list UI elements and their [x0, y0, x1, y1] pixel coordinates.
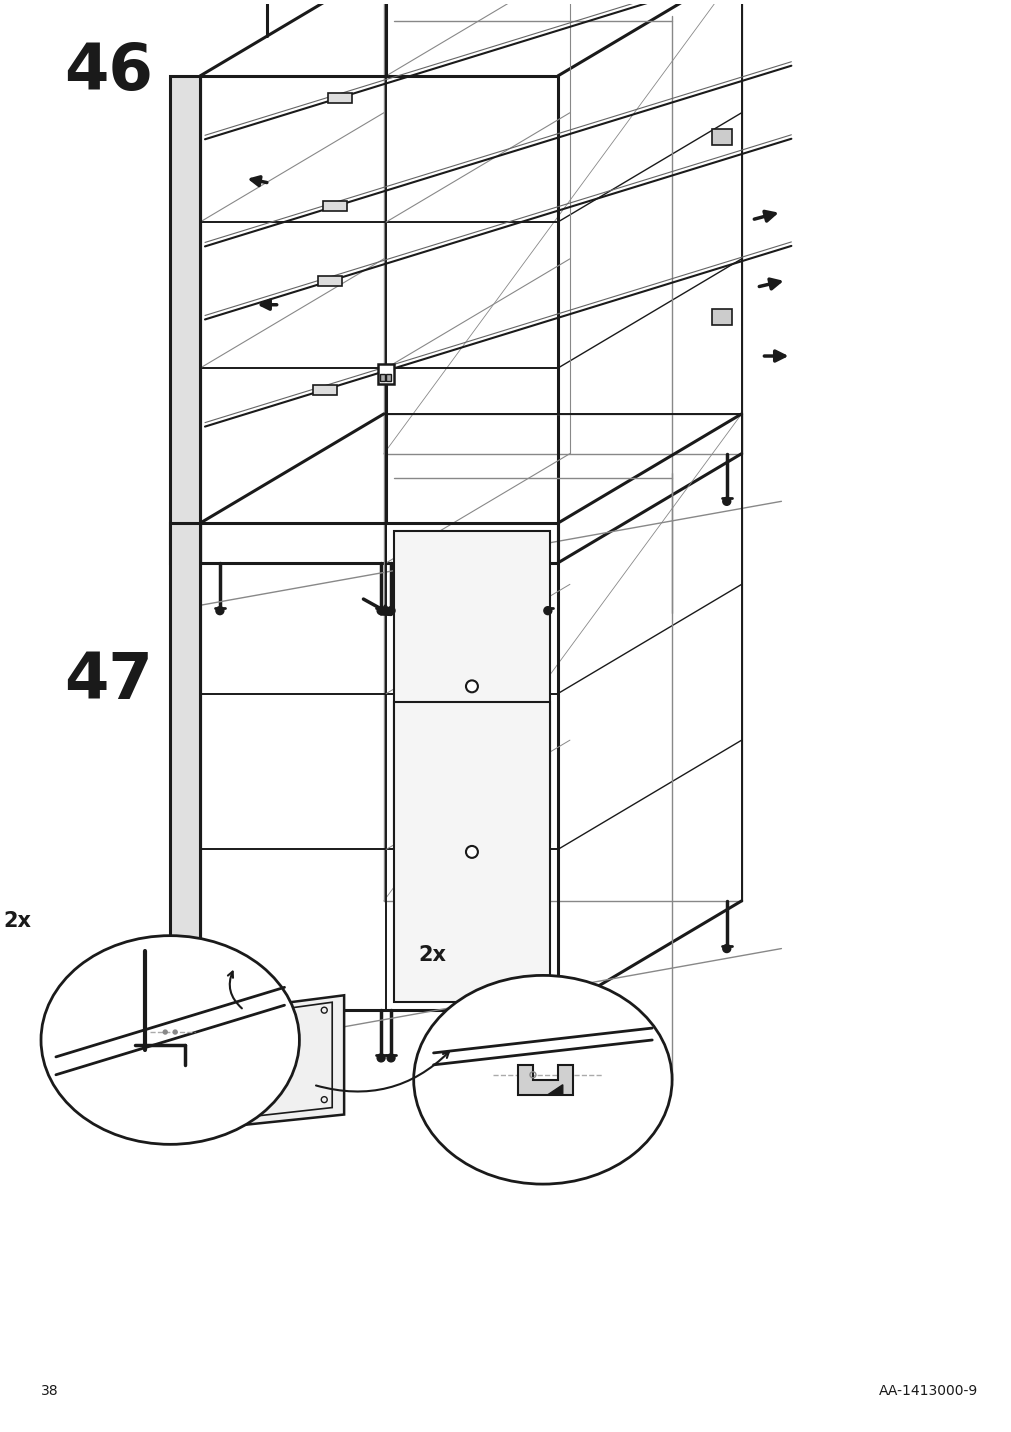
- Polygon shape: [170, 523, 200, 1010]
- Circle shape: [215, 1054, 223, 1063]
- Ellipse shape: [41, 935, 299, 1144]
- Circle shape: [173, 1030, 177, 1034]
- Text: 46: 46: [64, 42, 153, 103]
- Circle shape: [465, 846, 477, 858]
- Circle shape: [722, 497, 730, 505]
- Polygon shape: [547, 1084, 562, 1094]
- Polygon shape: [170, 76, 200, 563]
- FancyBboxPatch shape: [378, 364, 393, 384]
- FancyBboxPatch shape: [385, 374, 390, 381]
- Circle shape: [377, 1054, 385, 1063]
- Text: 38: 38: [41, 1383, 59, 1398]
- Text: AA-1413000-9: AA-1413000-9: [879, 1383, 978, 1398]
- FancyBboxPatch shape: [393, 531, 549, 842]
- FancyBboxPatch shape: [323, 202, 347, 212]
- Circle shape: [215, 607, 223, 614]
- Circle shape: [163, 1030, 167, 1034]
- Circle shape: [386, 607, 394, 614]
- FancyBboxPatch shape: [711, 309, 731, 325]
- Polygon shape: [518, 1065, 572, 1094]
- FancyBboxPatch shape: [711, 129, 731, 145]
- FancyBboxPatch shape: [393, 702, 549, 1002]
- Circle shape: [543, 1054, 551, 1063]
- Text: 2x: 2x: [3, 911, 31, 931]
- FancyBboxPatch shape: [313, 385, 337, 394]
- Circle shape: [270, 1054, 282, 1065]
- Ellipse shape: [413, 975, 671, 1184]
- Circle shape: [543, 607, 551, 614]
- Polygon shape: [190, 995, 344, 1130]
- Circle shape: [386, 1054, 394, 1063]
- FancyBboxPatch shape: [259, 0, 275, 3]
- Circle shape: [722, 945, 730, 952]
- FancyBboxPatch shape: [318, 276, 342, 286]
- Circle shape: [465, 680, 477, 692]
- Text: 2x: 2x: [419, 945, 446, 965]
- Circle shape: [377, 607, 385, 614]
- Text: 47: 47: [64, 650, 153, 712]
- FancyBboxPatch shape: [328, 93, 352, 103]
- FancyBboxPatch shape: [380, 374, 385, 381]
